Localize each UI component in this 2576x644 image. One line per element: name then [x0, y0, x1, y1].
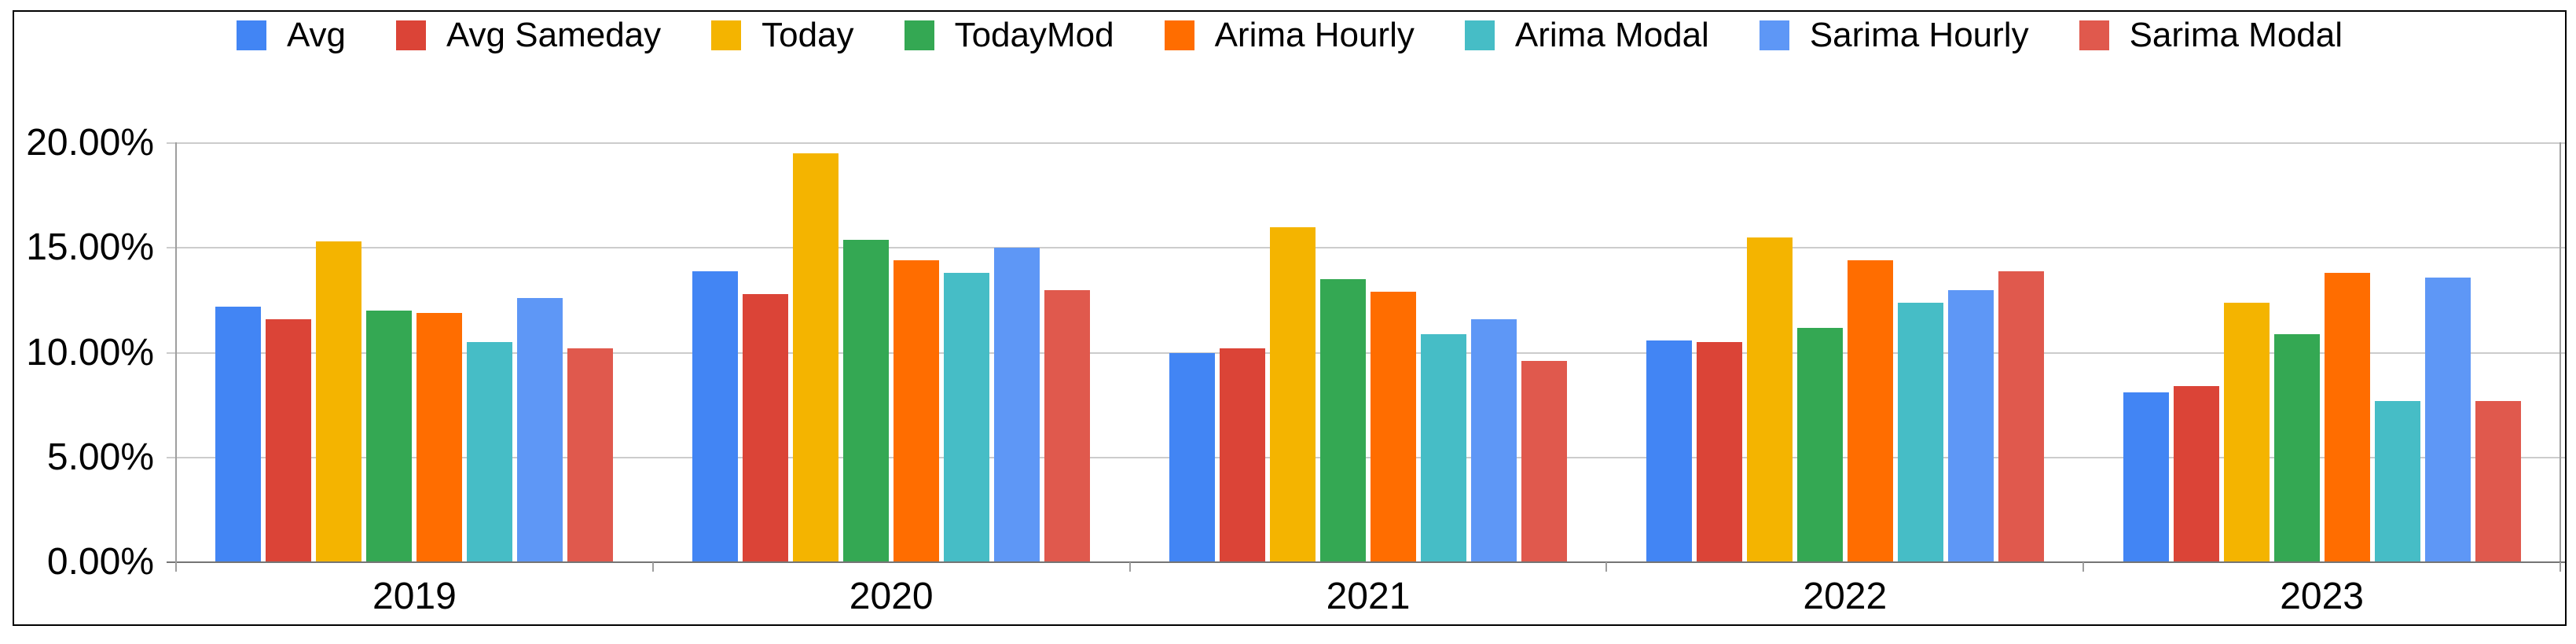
legend-item-avg[interactable]: Avg [236, 13, 346, 57]
legend-label: Sarima Hourly [1809, 16, 2029, 54]
bar-today-2023[interactable] [2223, 302, 2270, 562]
y-axis-tick-label: 15.00% [26, 226, 154, 269]
y-axis-tick-label: 20.00% [26, 122, 154, 164]
bar-arima-modal-2023[interactable] [2374, 400, 2420, 562]
bar-todaymod-2022[interactable] [1796, 327, 1843, 562]
bar-sarima-hourly-2023[interactable] [2424, 277, 2471, 562]
legend-swatch-arima-modal [1464, 20, 1495, 50]
legend-label: Arima Hourly [1214, 16, 1415, 54]
chart-frame: Avg Avg Sameday Today TodayMod Arima Hourly A… [13, 10, 2567, 626]
bar-today-2021[interactable] [1270, 226, 1316, 562]
legend-swatch-todaymod [904, 20, 934, 50]
legend-label: Avg Sameday [446, 16, 662, 54]
bar-avg-sameday-2023[interactable] [2173, 386, 2219, 562]
y-axis-tick-label: 5.00% [46, 436, 154, 478]
bar-today-2020[interactable] [793, 153, 839, 562]
legend-swatch-sarima-hourly [1759, 20, 1789, 50]
bar-avg-2023[interactable] [2123, 392, 2169, 562]
bar-sarima-hourly-2022[interactable] [1947, 289, 1994, 562]
bar-arima-hourly-2020[interactable] [894, 260, 940, 562]
legend-label: Avg [286, 16, 346, 54]
legend-swatch-arima-hourly [1164, 20, 1194, 50]
bar-sarima-modal-2020[interactable] [1044, 289, 1091, 562]
bar-arima-modal-2022[interactable] [1897, 302, 1943, 562]
bar-arima-hourly-2023[interactable] [2324, 273, 2370, 562]
bar-avg-2021[interactable] [1169, 352, 1215, 562]
legend-label: Sarima Modal [2129, 16, 2343, 54]
bar-avg-2022[interactable] [1646, 340, 1692, 562]
bar-sarima-modal-2023[interactable] [2475, 400, 2521, 562]
bar-sarima-modal-2022[interactable] [1998, 270, 2044, 562]
bar-sarima-hourly-2019[interactable] [517, 298, 563, 562]
x-axis-tick [651, 562, 654, 572]
x-axis-tick [175, 562, 177, 572]
bar-arima-hourly-2019[interactable] [416, 312, 463, 562]
y-axis-tick-label: 10.00% [26, 331, 154, 374]
bar-avg-2019[interactable] [215, 306, 262, 562]
x-axis-label-2023: 2023 [2280, 576, 2364, 617]
bar-arima-modal-2019[interactable] [467, 342, 513, 562]
legend-item-today[interactable]: Today [711, 13, 854, 57]
bar-sarima-modal-2019[interactable] [567, 348, 614, 562]
y-axis-tick-label: 0.00% [46, 541, 154, 583]
bar-sarima-hourly-2020[interactable] [994, 248, 1040, 562]
x-axis-baseline [167, 561, 2565, 563]
bar-avg-2020[interactable] [692, 270, 739, 562]
bar-todaymod-2023[interactable] [2273, 333, 2320, 562]
x-axis-tick [2559, 562, 2561, 572]
chart-area: Avg Avg Sameday Today TodayMod Arima Hourly A… [14, 12, 2565, 624]
bar-avg-sameday-2021[interactable] [1220, 348, 1265, 562]
bar-avg-sameday-2019[interactable] [266, 318, 312, 562]
legend-label: Arima Modal [1514, 16, 1709, 54]
x-axis-label-2021: 2021 [1326, 576, 1411, 617]
legend-item-sarima-hourly[interactable]: Sarima Hourly [1759, 13, 2029, 57]
bar-avg-sameday-2020[interactable] [743, 293, 789, 562]
bar-todaymod-2020[interactable] [843, 239, 890, 562]
bar-arima-hourly-2022[interactable] [1847, 260, 1893, 562]
legend-swatch-avg-sameday [396, 20, 426, 50]
gridline-10pct [167, 351, 2565, 354]
x-axis-label-2020: 2020 [849, 576, 934, 617]
x-axis-label-2022: 2022 [1803, 576, 1888, 617]
bar-arima-modal-2020[interactable] [944, 273, 990, 562]
legend-item-arima-modal[interactable]: Arima Modal [1464, 13, 1709, 57]
legend-label: Today [761, 16, 854, 54]
legend-swatch-today [711, 20, 742, 50]
bar-arima-modal-2021[interactable] [1421, 333, 1466, 562]
legend-item-todaymod[interactable]: TodayMod [904, 13, 1114, 57]
gridline-20pct [167, 142, 2565, 144]
x-axis-label-2019: 2019 [372, 576, 457, 617]
legend-swatch-sarima-modal [2079, 20, 2109, 50]
y-axis-line [175, 142, 177, 571]
legend-item-sarima-modal[interactable]: Sarima Modal [2079, 13, 2343, 57]
legend-swatch-avg [236, 20, 266, 50]
x-axis-tick [1128, 562, 1131, 572]
bar-sarima-modal-2021[interactable] [1521, 361, 1567, 562]
bar-arima-hourly-2021[interactable] [1371, 292, 1416, 562]
bar-today-2022[interactable] [1746, 237, 1793, 562]
legend-label: TodayMod [954, 16, 1114, 54]
bar-todaymod-2019[interactable] [366, 311, 413, 562]
legend-item-arima-hourly[interactable]: Arima Hourly [1164, 13, 1415, 57]
legend-item-avg-sameday[interactable]: Avg Sameday [396, 13, 661, 57]
gridline-5pct [167, 456, 2565, 458]
x-axis-tick [1605, 562, 1608, 572]
legend: Avg Avg Sameday Today TodayMod Arima Hourly A… [14, 13, 2565, 57]
bar-today-2019[interactable] [316, 241, 362, 562]
bar-avg-sameday-2022[interactable] [1696, 342, 1742, 562]
bar-todaymod-2021[interactable] [1320, 279, 1366, 562]
gridline-15pct [167, 247, 2565, 249]
x-axis-tick [2082, 562, 2085, 572]
bar-sarima-hourly-2021[interactable] [1471, 318, 1517, 562]
plot-right-border-line [2559, 142, 2561, 561]
